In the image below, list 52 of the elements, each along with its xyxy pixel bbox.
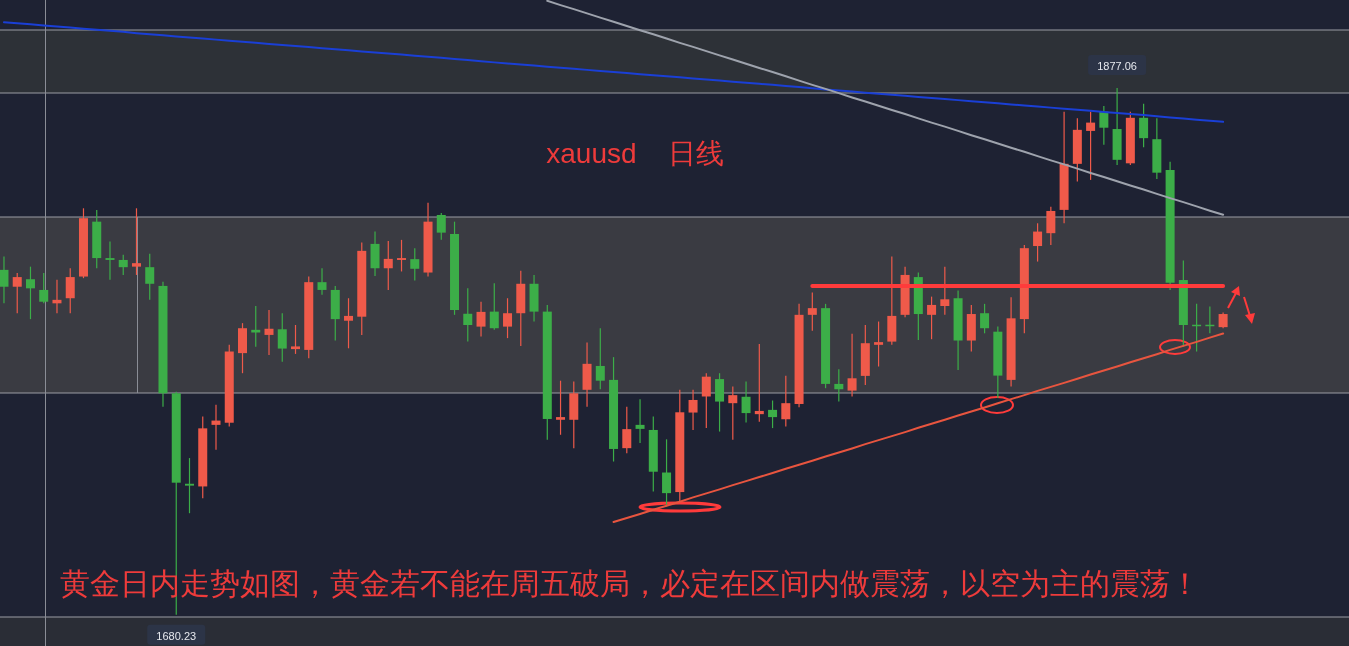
candlestick (185, 457, 194, 514)
candlestick (701, 372, 711, 429)
candlestick (980, 303, 990, 334)
candlestick (489, 282, 499, 331)
candlestick (635, 398, 645, 444)
annotation: 1680.23 (156, 629, 197, 642)
candlestick (781, 375, 791, 428)
candlestick (662, 438, 672, 508)
candlestick (556, 380, 566, 436)
annotation: 1877.06 (1097, 59, 1137, 72)
candlestick (0, 255, 9, 304)
candlestick (754, 343, 764, 423)
candlestick (291, 324, 301, 355)
candlestick (25, 266, 35, 320)
candlestick (1086, 111, 1096, 181)
candlestick (397, 239, 407, 273)
candlestick (145, 253, 155, 301)
candlestick (277, 312, 287, 363)
candlestick (1139, 103, 1149, 148)
candlestick (463, 287, 473, 343)
candlestick (410, 247, 420, 282)
candlestick (65, 267, 75, 314)
candlestick (847, 333, 857, 398)
candlestick (1033, 222, 1043, 263)
candlestick (874, 320, 884, 368)
candlestick (807, 292, 817, 332)
candlestick (728, 385, 738, 441)
candlestick (688, 389, 698, 431)
candlestick (383, 240, 393, 291)
text: xauusd 日线 (546, 138, 724, 169)
candlestick (768, 399, 778, 429)
candlestick (927, 296, 937, 340)
candlestick (118, 254, 128, 276)
candlestick (344, 297, 354, 349)
candlestick (476, 301, 486, 338)
candlestick (622, 406, 632, 454)
candlestick (503, 297, 513, 339)
candlestick (940, 266, 950, 316)
candlestick (39, 272, 49, 304)
candlestick (834, 368, 844, 403)
candlestick (105, 240, 115, 281)
candlestick (211, 404, 221, 451)
candlestick (715, 372, 725, 433)
candlestick (1099, 105, 1109, 146)
candlestick (317, 267, 327, 296)
candlestick (741, 380, 751, 424)
candlestick (251, 305, 261, 348)
candlestick (264, 309, 274, 356)
candlestick (595, 327, 605, 390)
candlestick (1046, 206, 1056, 246)
candlestick (12, 272, 22, 314)
candlestick (436, 212, 446, 241)
